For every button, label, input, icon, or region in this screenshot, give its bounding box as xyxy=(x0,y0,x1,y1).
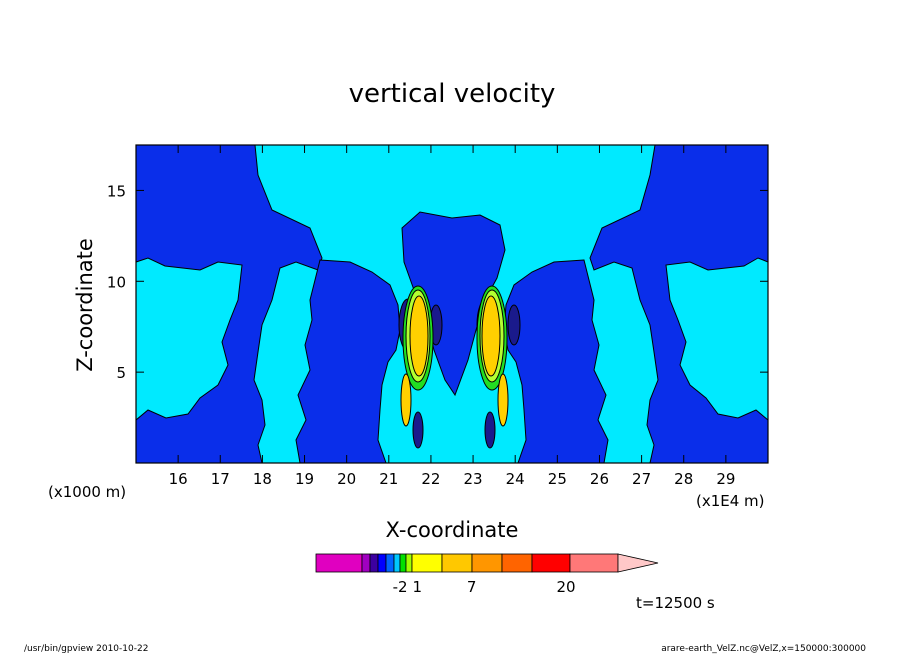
colorbar-segment xyxy=(405,553,413,573)
x-tick-label: 21 xyxy=(379,470,398,488)
y-axis: 5 10 15 xyxy=(107,182,768,382)
colorbar-label: 1 xyxy=(412,578,422,596)
colorbar-segment xyxy=(315,553,363,573)
y-tick-label: 15 xyxy=(107,182,126,200)
x-tick-label: 27 xyxy=(632,470,651,488)
colorbar-segment xyxy=(569,553,619,573)
colorbar-segment xyxy=(441,553,473,573)
y-axis-label: Z-coordinate xyxy=(73,238,97,372)
colorbar-segment xyxy=(385,553,395,573)
x-tick-label: 20 xyxy=(337,470,356,488)
x-tick-label: 29 xyxy=(716,470,735,488)
colorbar-segment xyxy=(393,553,401,573)
field-region-dark xyxy=(503,259,609,464)
plot-frame xyxy=(135,144,769,464)
field-region-yellow xyxy=(400,373,412,427)
colorbar-segment xyxy=(531,553,571,573)
colorbar-segment xyxy=(501,553,533,573)
x-tick-label: 24 xyxy=(506,470,525,488)
field-region-yellow xyxy=(497,373,509,427)
colorbar-segment xyxy=(369,553,379,573)
colorbar-segment xyxy=(377,553,387,573)
colorbar-segment xyxy=(361,553,371,573)
x-tick-label: 19 xyxy=(295,470,314,488)
field-region-yellow xyxy=(481,295,501,377)
x-tick-label: 17 xyxy=(211,470,230,488)
colorbar-label: 20 xyxy=(556,578,575,596)
x-axis: 16 17 18 19 20 21 22 23 24 25 26 27 28 29 xyxy=(169,145,735,488)
field-region-yellow xyxy=(409,295,429,377)
x-tick-label: 25 xyxy=(548,470,567,488)
colorbar-segment xyxy=(411,553,443,573)
colorbar: -2 1 7 20 xyxy=(315,553,659,596)
colorbar-arrow xyxy=(617,553,659,573)
field-region-dark xyxy=(295,259,401,464)
colorbar-segment xyxy=(399,553,407,573)
colorbar-label: 7 xyxy=(467,578,477,596)
x-tick-label: 22 xyxy=(421,470,440,488)
x-unit-note: (x1E4 m) xyxy=(696,492,765,510)
y-tick-label: 5 xyxy=(116,364,126,382)
x-tick-label: 16 xyxy=(169,470,188,488)
x-axis-label: X-coordinate xyxy=(386,518,519,542)
footer-right: arare-earth_VelZ.nc@VelZ,x=150000:300000 xyxy=(661,644,866,654)
x-tick-label: 18 xyxy=(253,470,272,488)
colorbar-segment xyxy=(471,553,503,573)
field-region-deep xyxy=(484,411,496,449)
footer-left: /usr/bin/gpview 2010-10-22 xyxy=(24,644,148,654)
time-label: t=12500 s xyxy=(636,594,715,612)
x-tick-label: 26 xyxy=(590,470,609,488)
x-tick-label: 23 xyxy=(464,470,483,488)
y-tick-label: 10 xyxy=(107,273,126,291)
colorbar-label: -2 xyxy=(393,578,408,596)
field-region-deep xyxy=(412,411,424,449)
plot-area xyxy=(135,144,769,464)
x-scale-note: (x1000 m) xyxy=(48,483,126,501)
x-tick-label: 28 xyxy=(674,470,693,488)
chart-title: vertical velocity xyxy=(349,79,556,109)
field-region-deep xyxy=(507,304,521,346)
